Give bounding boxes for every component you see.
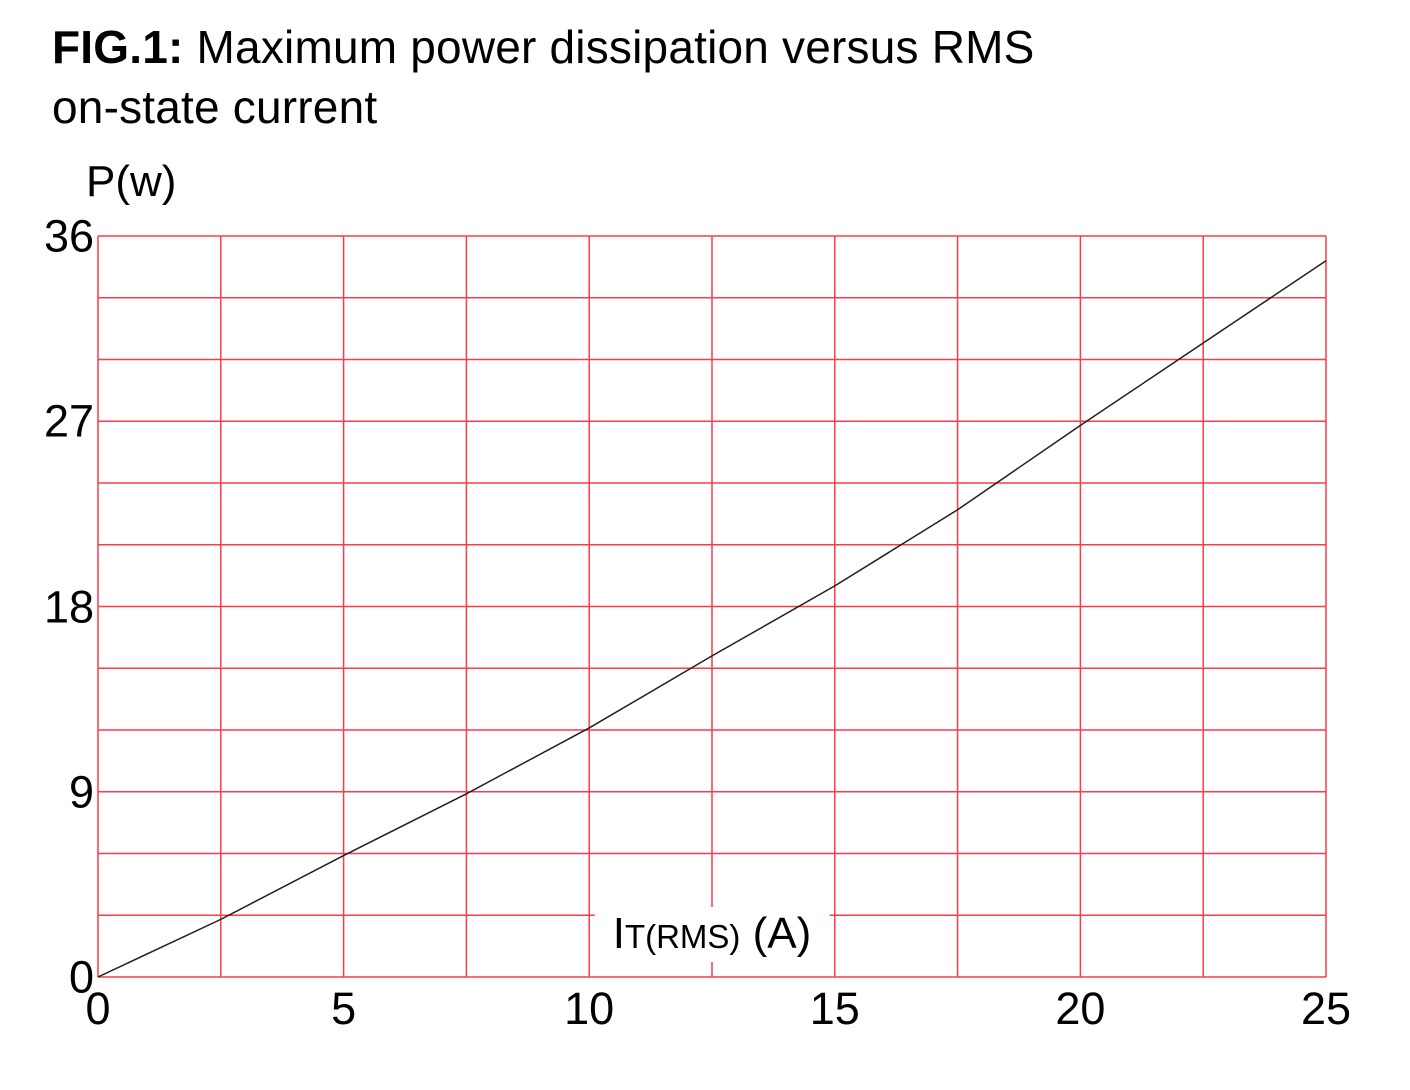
x-tick-label: 25 xyxy=(1300,983,1352,1034)
x-tick-label: 0 xyxy=(85,983,111,1034)
y-tick-label: 36 xyxy=(43,210,94,262)
y-axis-label: P(w) xyxy=(86,157,177,206)
x-tick-label: 15 xyxy=(809,983,860,1034)
y-tick-label: 0 xyxy=(68,951,94,1003)
figure-title: FIG.1: Maximum power dissipation versus … xyxy=(52,18,1388,138)
y-tick-label: 18 xyxy=(43,581,94,632)
y-tick-label: 27 xyxy=(43,395,94,447)
x-axis-subscript: T(RMS) xyxy=(624,918,741,955)
figure-title-line2: on-state current xyxy=(52,80,378,133)
x-tick-label: 5 xyxy=(331,983,357,1034)
x-tick-label: 20 xyxy=(1055,983,1106,1034)
x-axis-symbol: I xyxy=(612,909,625,958)
figure-number: FIG.1: xyxy=(52,21,184,73)
y-tick-label: 9 xyxy=(68,766,94,818)
power-dissipation-curve xyxy=(97,260,1327,978)
figure-title-line1: Maximum power dissipation versus RMS xyxy=(196,21,1035,73)
x-axis-label: IT(RMS) (A) xyxy=(594,907,830,962)
x-tick-label: 10 xyxy=(564,983,615,1034)
x-axis-unit: (A) xyxy=(752,909,812,958)
